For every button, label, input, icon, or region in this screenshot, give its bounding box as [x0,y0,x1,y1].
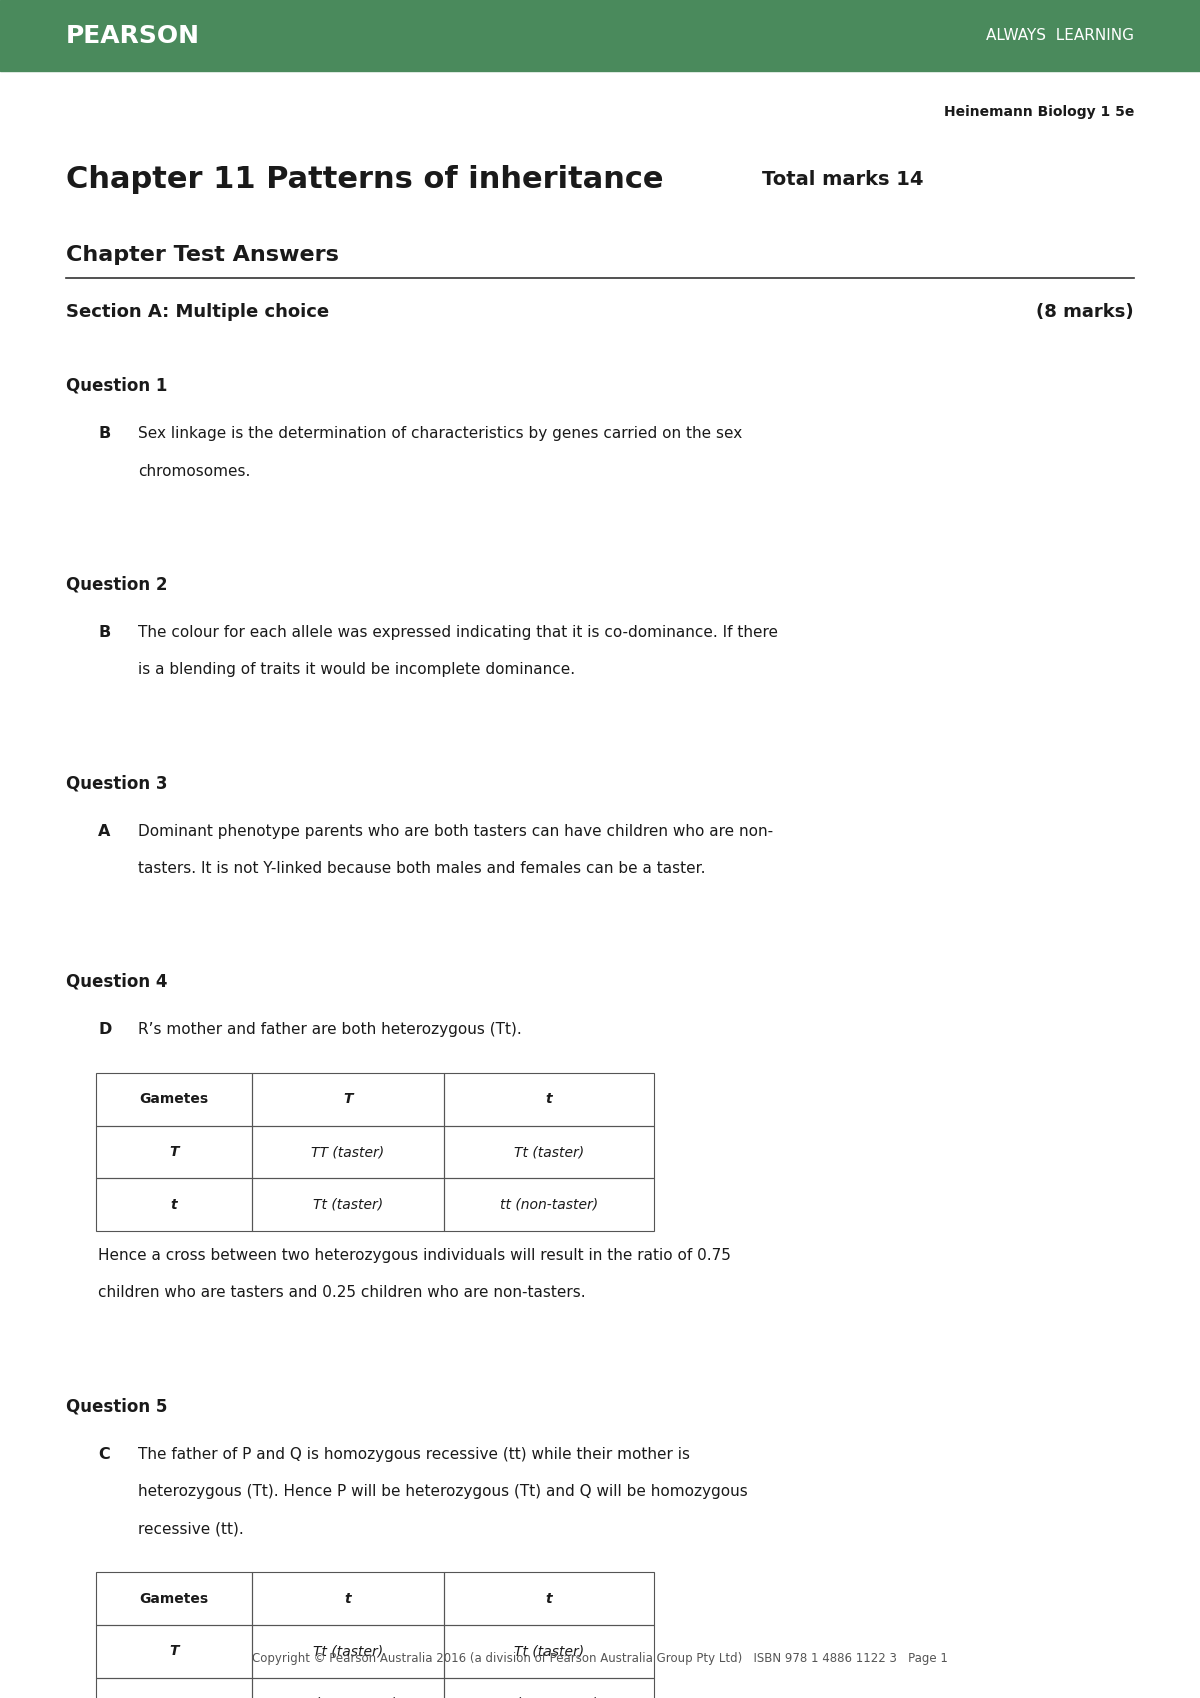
Text: The colour for each allele was expressed indicating that it is co-dominance. If : The colour for each allele was expressed… [138,625,778,640]
Bar [252,1678,444,1698]
Text: Tt (taster): Tt (taster) [313,1197,383,1212]
Text: chromosomes.: chromosomes. [138,464,251,479]
Text: tt (non-taster): tt (non-taster) [500,1197,598,1212]
Bar [96,1178,252,1231]
Text: Sex linkage is the determination of characteristics by genes carried on the sex: Sex linkage is the determination of char… [138,426,743,441]
Text: t: t [546,1092,552,1107]
Text: Section A: Multiple choice: Section A: Multiple choice [66,304,329,321]
Text: tasters. It is not Y-linked because both males and females can be a taster.: tasters. It is not Y-linked because both… [138,861,706,876]
Bar [252,1178,444,1231]
Text: T: T [343,1092,353,1107]
Text: The father of P and Q is homozygous recessive (tt) while their mother is: The father of P and Q is homozygous rece… [138,1447,690,1462]
Text: Tt (taster): Tt (taster) [514,1144,584,1160]
Text: B: B [98,625,110,640]
Text: t: t [170,1197,178,1212]
Bar [444,1126,654,1178]
Text: T: T [169,1144,179,1160]
Text: PEARSON: PEARSON [66,24,200,48]
Bar [444,1678,654,1698]
Text: Total marks 14: Total marks 14 [762,170,924,190]
Bar [96,1572,252,1625]
Text: (8 marks): (8 marks) [1037,304,1134,321]
Text: t: t [344,1591,352,1606]
Text: Question 4: Question 4 [66,973,168,992]
Text: children who are tasters and 0.25 children who are non-tasters.: children who are tasters and 0.25 childr… [98,1285,586,1301]
Bar [0,0,1200,71]
Text: ALWAYS  LEARNING: ALWAYS LEARNING [986,29,1134,42]
Text: B: B [98,426,110,441]
Text: Hence a cross between two heterozygous individuals will result in the ratio of 0: Hence a cross between two heterozygous i… [98,1248,731,1263]
Text: TT (taster): TT (taster) [312,1144,384,1160]
Text: Question 2: Question 2 [66,576,168,594]
Text: Gametes: Gametes [139,1591,209,1606]
Text: Question 5: Question 5 [66,1397,167,1416]
Text: C: C [98,1447,110,1462]
Bar [444,1572,654,1625]
Bar [96,1678,252,1698]
Text: Chapter Test Answers: Chapter Test Answers [66,245,338,265]
Bar [96,1126,252,1178]
Text: Heinemann Biology 1 5e: Heinemann Biology 1 5e [943,105,1134,119]
Text: D: D [98,1022,112,1037]
Text: R’s mother and father are both heterozygous (Tt).: R’s mother and father are both heterozyg… [138,1022,522,1037]
Bar [252,1073,444,1126]
Bar [96,1073,252,1126]
Text: Gametes: Gametes [139,1092,209,1107]
Text: Question 3: Question 3 [66,774,168,793]
Text: T: T [169,1644,179,1659]
Text: heterozygous (Tt). Hence P will be heterozygous (Tt) and Q will be homozygous: heterozygous (Tt). Hence P will be heter… [138,1484,748,1499]
Text: recessive (tt).: recessive (tt). [138,1521,244,1537]
Bar [444,1178,654,1231]
Bar [96,1625,252,1678]
Text: Tt (taster): Tt (taster) [313,1644,383,1659]
Bar [252,1572,444,1625]
Text: t: t [546,1591,552,1606]
Bar [444,1625,654,1678]
Text: A: A [98,824,110,839]
Text: Question 1: Question 1 [66,377,167,396]
Text: Dominant phenotype parents who are both tasters can have children who are non-: Dominant phenotype parents who are both … [138,824,773,839]
Bar [252,1126,444,1178]
Bar [444,1073,654,1126]
Text: Tt (taster): Tt (taster) [514,1644,584,1659]
Text: Chapter 11 Patterns of inheritance: Chapter 11 Patterns of inheritance [66,165,664,195]
Text: is a blending of traits it would be incomplete dominance.: is a blending of traits it would be inco… [138,662,575,678]
Text: Copyright © Pearson Australia 2016 (a division of Pearson Australia Group Pty Lt: Copyright © Pearson Australia 2016 (a di… [252,1652,948,1666]
Bar [252,1625,444,1678]
